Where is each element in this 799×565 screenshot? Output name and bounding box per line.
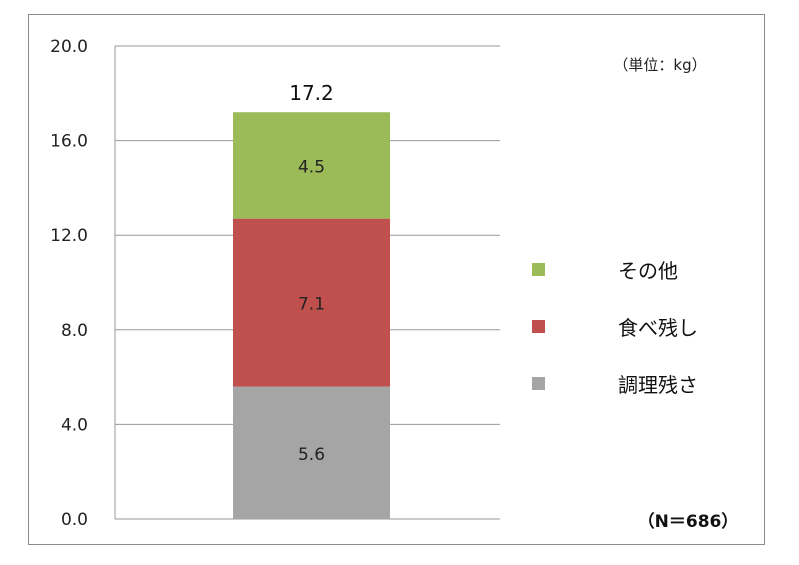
legend-swatch	[532, 320, 545, 333]
bar-segment	[233, 386, 390, 519]
data-label: 7.1	[298, 295, 325, 315]
legend-label: その他	[618, 259, 678, 283]
chart-frame	[28, 14, 765, 545]
data-label: 4.5	[298, 157, 325, 177]
bar-segment	[233, 112, 390, 219]
y-axis: 0.0 4.0 8.0 12.0 16.0 20.0	[50, 37, 116, 530]
y-tick-label: 20.0	[50, 37, 88, 57]
sample-size-label: （N＝686）	[638, 511, 739, 532]
y-tick-label: 12.0	[50, 226, 88, 246]
total-label: 17.2	[289, 81, 334, 105]
bar-segment	[233, 218, 390, 387]
y-tick-label: 16.0	[50, 132, 88, 152]
bar-stack: 5.6 7.1 4.5	[233, 112, 390, 519]
data-label: 5.6	[298, 445, 325, 465]
y-tick-label: 0.0	[61, 510, 88, 530]
unit-label: （単位：kg）	[613, 56, 706, 74]
legend-swatch	[532, 263, 545, 276]
y-tick-label: 8.0	[61, 321, 88, 341]
legend-label: 調理残さ	[618, 373, 698, 397]
legend-swatch	[532, 377, 545, 390]
legend-label: 食べ残し	[618, 316, 698, 340]
y-tick-label: 4.0	[61, 415, 88, 435]
